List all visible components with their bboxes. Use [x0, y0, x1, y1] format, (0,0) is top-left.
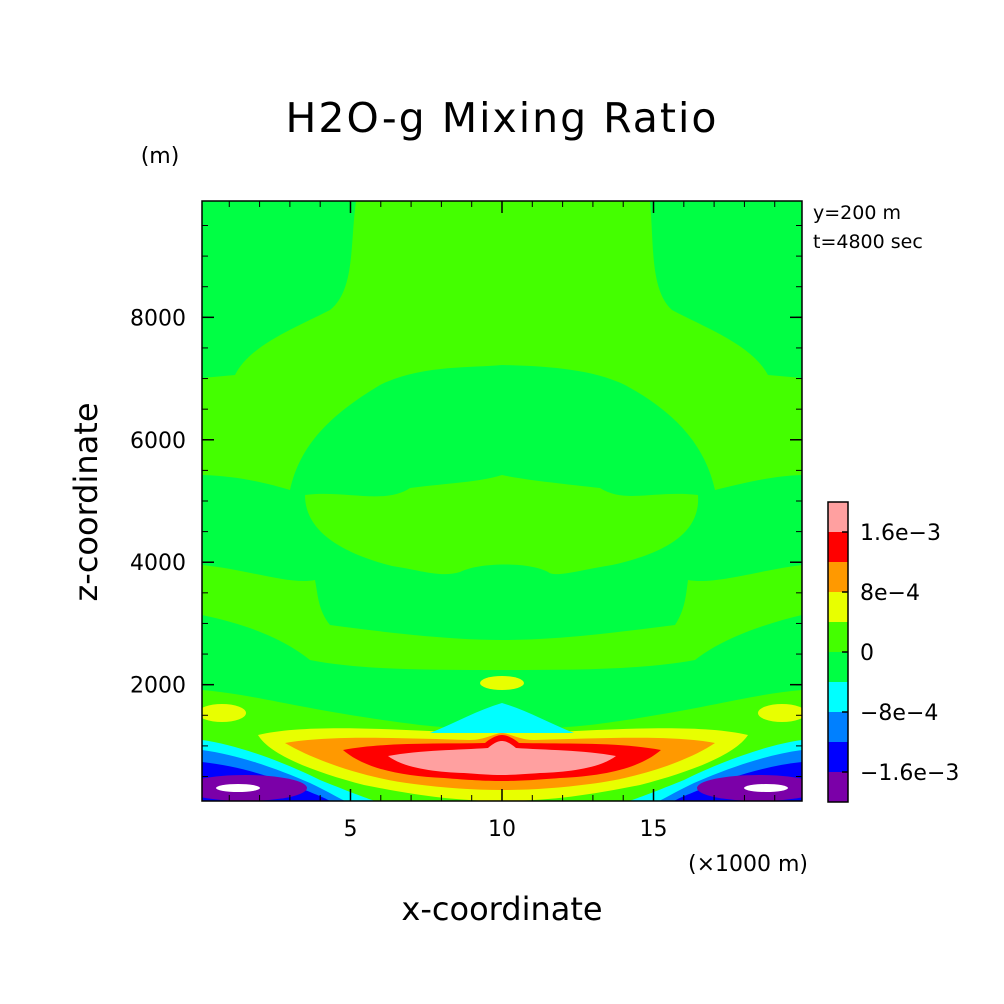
plot-area	[202, 201, 802, 801]
colorbar-tick-label: −1.6e−3	[860, 761, 959, 786]
colorbar-swatch	[828, 562, 848, 592]
colorbar-tick-label: 1.6e−3	[860, 521, 941, 546]
y-tick-label: 6000	[130, 429, 186, 454]
colorbar-tick-label: 8e−4	[860, 581, 920, 606]
contour-right-min-white	[744, 784, 788, 792]
x-unit-label: (×1000 m)	[688, 852, 808, 877]
colorbar-swatch	[828, 532, 848, 562]
y-tick-label: 4000	[130, 551, 186, 576]
colorbar-swatch	[828, 502, 848, 532]
contour-yellow-right-edge	[758, 704, 802, 722]
y-unit-label: (m)	[141, 144, 180, 169]
colorbar-swatch	[828, 652, 848, 682]
x-axis-title: x-coordinate	[401, 890, 602, 928]
major-ticks	[202, 201, 802, 801]
y-axis-title: z-coordinate	[67, 402, 105, 601]
y-tick-label: 8000	[130, 306, 186, 331]
contour-cyan-tongue	[430, 703, 574, 733]
y-tick-label: 2000	[130, 674, 186, 699]
contour-pink-max	[388, 741, 616, 775]
x-tick-label: 15	[640, 817, 668, 842]
colorbar-tick-label: −8e−4	[860, 701, 938, 726]
contour-central-dome	[202, 365, 802, 801]
x-tick-label: 10	[488, 817, 516, 842]
colorbar-swatch	[828, 592, 848, 622]
contour-upper-right-lobe	[650, 201, 802, 378]
colorbar-swatch	[828, 712, 848, 742]
y-tick-labels: 2000 4000 6000 8000	[130, 306, 186, 698]
x-tick-label: 5	[343, 817, 357, 842]
contour-left-min-white	[216, 784, 260, 792]
annotation-y: y=200 m	[813, 202, 901, 224]
colorbar-swatch	[828, 682, 848, 712]
contour-upper-left-lobe	[202, 201, 356, 378]
annotation-t: t=4800 sec	[813, 231, 923, 253]
contour-yellow-left-edge	[202, 704, 246, 722]
contour-zero-band-lower	[202, 565, 802, 670]
contour-small-positive-patch	[480, 676, 524, 690]
colorbar-swatch	[828, 772, 848, 802]
colorbar: −1.6e−3 −8e−4 0 8e−4 1.6e−3	[827, 501, 959, 803]
x-tick-labels: 5 10 15	[343, 817, 667, 842]
chart-title: H2O-g Mixing Ratio	[286, 94, 719, 142]
colorbar-tick-label: 0	[860, 641, 874, 666]
colorbar-swatch	[828, 622, 848, 652]
contour-zero-band-upper	[305, 475, 699, 575]
colorbar-swatch	[828, 742, 848, 772]
